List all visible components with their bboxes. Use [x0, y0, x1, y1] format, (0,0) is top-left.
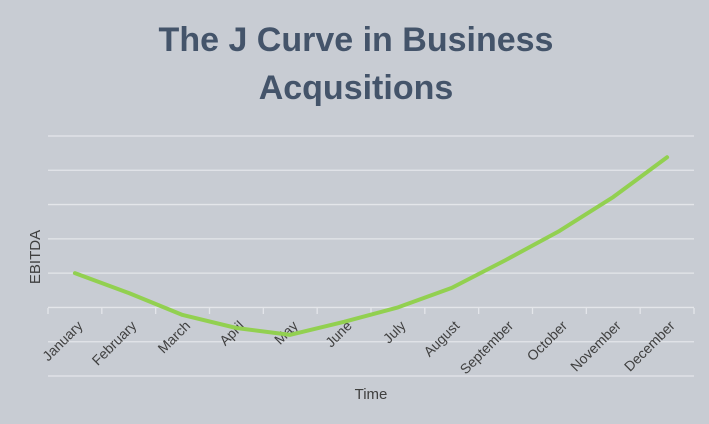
chart-title: The J Curve in Business Acqusitions	[158, 21, 554, 107]
x-tick-label: April	[216, 317, 247, 348]
x-tick-label: December	[621, 317, 678, 374]
y-axis-label: EBITDA	[27, 230, 44, 284]
x-axis-label: Time	[355, 386, 388, 403]
x-tick-label: January	[39, 317, 86, 364]
x-tick-label: March	[154, 317, 193, 356]
x-tick-label: November	[567, 317, 624, 374]
x-tick-label: August	[420, 317, 462, 359]
line-series	[72, 155, 670, 337]
x-tick-label: October	[524, 317, 571, 364]
x-tick-label: February	[89, 317, 140, 368]
x-tick-label: September	[457, 317, 517, 377]
